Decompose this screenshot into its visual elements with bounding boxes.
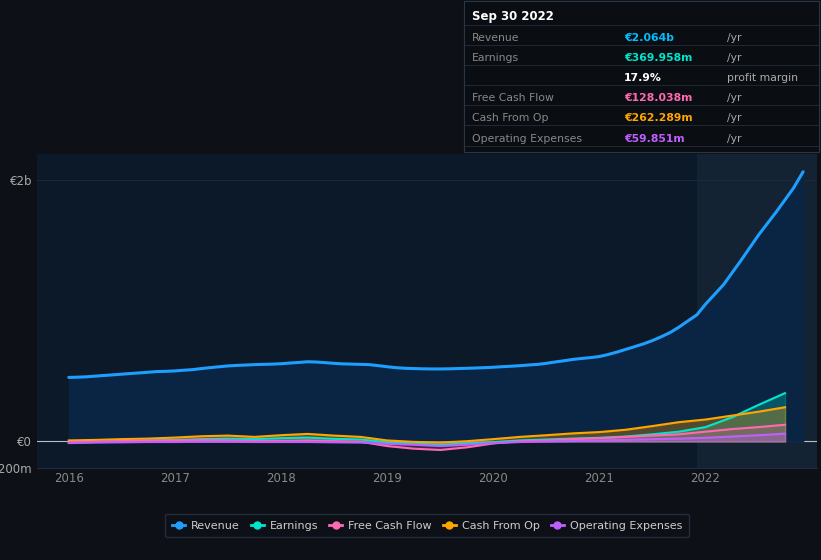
Legend: Revenue, Earnings, Free Cash Flow, Cash From Op, Operating Expenses: Revenue, Earnings, Free Cash Flow, Cash … — [165, 514, 689, 537]
Text: Cash From Op: Cash From Op — [472, 113, 548, 123]
Text: €262.289m: €262.289m — [624, 113, 693, 123]
Text: profit margin: profit margin — [727, 73, 797, 83]
Text: Free Cash Flow: Free Cash Flow — [472, 93, 554, 103]
Text: Operating Expenses: Operating Expenses — [472, 133, 582, 143]
Text: /yr: /yr — [727, 113, 741, 123]
Text: €128.038m: €128.038m — [624, 93, 692, 103]
Text: €2.064b: €2.064b — [624, 32, 674, 43]
Text: €369.958m: €369.958m — [624, 53, 692, 63]
Text: /yr: /yr — [727, 53, 741, 63]
Text: /yr: /yr — [727, 93, 741, 103]
Text: Revenue: Revenue — [472, 32, 520, 43]
Text: /yr: /yr — [727, 133, 741, 143]
Text: Sep 30 2022: Sep 30 2022 — [472, 10, 554, 24]
Text: €59.851m: €59.851m — [624, 133, 685, 143]
Text: 17.9%: 17.9% — [624, 73, 662, 83]
Bar — [697, 154, 817, 468]
Text: /yr: /yr — [727, 32, 741, 43]
Text: Earnings: Earnings — [472, 53, 519, 63]
